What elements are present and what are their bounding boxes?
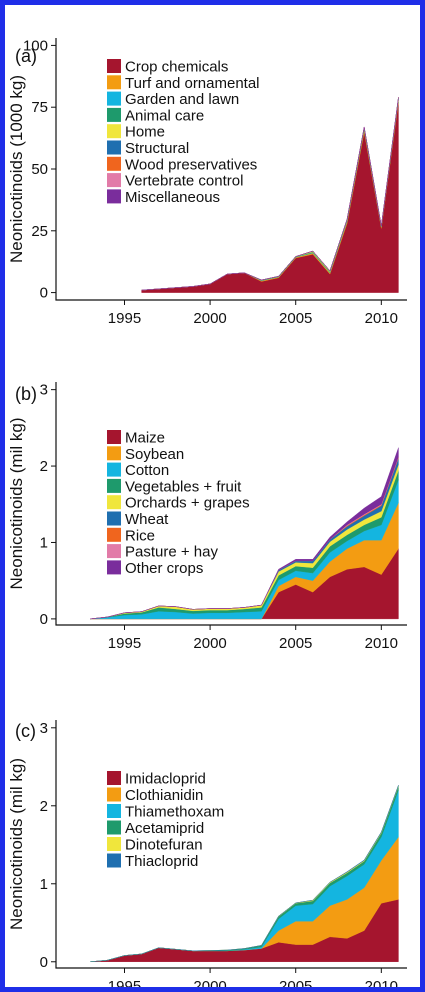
legend-swatch bbox=[107, 804, 121, 818]
legend-swatch bbox=[107, 478, 121, 493]
legend-label: Crop chemicals bbox=[125, 59, 228, 76]
legend-label: Other crops bbox=[125, 560, 203, 577]
y-tick-label: 100 bbox=[23, 37, 48, 54]
chart-panel-3: 0 1 2 3 1995 2000 2005 2010 (c) Neonicotinoids (m… bbox=[7, 720, 407, 992]
y-tick-label: 0 bbox=[40, 954, 48, 971]
chart-panel-2: 0 1 2 3 1995 2000 2005 2010 (b) Neonicotinoids (m… bbox=[7, 382, 407, 652]
x-tick-label: 2010 bbox=[365, 635, 398, 652]
y-axis-title: Neonicotinoids (mil kg) bbox=[7, 418, 26, 590]
y-axis-title: Neonicotinoids (mil kg) bbox=[7, 758, 26, 930]
legend-swatch bbox=[107, 75, 121, 90]
x-tick-label: 2005 bbox=[279, 310, 312, 327]
y-tick-label: 3 bbox=[40, 382, 48, 399]
panel-label: (a) bbox=[15, 46, 37, 66]
legend-label: Clothianidin bbox=[125, 787, 203, 804]
y-tick-label: 0 bbox=[40, 611, 48, 628]
y-axis-title: Neonicotinoids (1000 kg) bbox=[7, 75, 26, 263]
y-tick-label: 50 bbox=[31, 161, 48, 178]
x-tick-label: 2005 bbox=[279, 635, 312, 652]
legend-label: Animal care bbox=[125, 107, 204, 124]
legend-label: Vegetables + fruit bbox=[125, 478, 242, 495]
legend-swatch bbox=[107, 837, 121, 851]
legend-label: Orchards + grapes bbox=[125, 495, 250, 512]
legend-swatch bbox=[107, 787, 121, 802]
area-other-crops bbox=[90, 447, 399, 620]
legend: ImidaclopridClothianidinThiamethoxamAcet… bbox=[107, 771, 224, 870]
legend-label: Maize bbox=[125, 430, 165, 447]
x-tick-label: 2000 bbox=[193, 978, 226, 987]
legend-label: Structural bbox=[125, 140, 189, 157]
legend-swatch bbox=[107, 91, 121, 106]
legend-swatch bbox=[107, 771, 121, 785]
x-tick-label: 2010 bbox=[365, 310, 398, 327]
legend-label: Thiacloprid bbox=[125, 853, 198, 870]
legend-swatch bbox=[107, 59, 121, 73]
x-tick-label: 1995 bbox=[108, 978, 141, 987]
y-tick-label: 3 bbox=[40, 720, 48, 737]
y-tick-label: 2 bbox=[40, 458, 48, 475]
x-tick-label: 2000 bbox=[193, 310, 226, 327]
legend-swatch bbox=[107, 853, 121, 868]
y-tick-label: 1 bbox=[40, 876, 48, 893]
legend-swatch bbox=[107, 124, 121, 139]
legend-label: Imidacloprid bbox=[125, 771, 206, 788]
area-miscellaneous bbox=[141, 97, 399, 291]
x-tick-label: 2000 bbox=[193, 635, 226, 652]
legend-label: Turf and ornamental bbox=[125, 75, 260, 92]
legend-label: Thiamethoxam bbox=[125, 804, 224, 821]
panel-label: (b) bbox=[15, 384, 37, 404]
legend-swatch bbox=[107, 156, 121, 171]
y-tick-label: 75 bbox=[31, 99, 48, 116]
legend-swatch bbox=[107, 430, 121, 444]
legend-label: Soybean bbox=[125, 446, 184, 463]
y-tick-label: 2 bbox=[40, 798, 48, 815]
legend-swatch bbox=[107, 820, 121, 835]
legend-swatch bbox=[107, 189, 121, 204]
panel-label: (c) bbox=[15, 721, 36, 741]
chart-panel-1: 0 25 50 75 100 1995 2000 2005 2010 (a) Neonicotino… bbox=[7, 37, 407, 327]
legend-swatch bbox=[107, 462, 121, 477]
y-tick-label: 1 bbox=[40, 534, 48, 551]
x-tick-label: 1995 bbox=[108, 635, 141, 652]
legend-swatch bbox=[107, 173, 121, 188]
y-tick-label: 25 bbox=[31, 223, 48, 240]
area-thiacloprid bbox=[90, 785, 399, 962]
x-tick-label: 2010 bbox=[365, 978, 398, 987]
legend-swatch bbox=[107, 446, 121, 461]
legend-label: Wheat bbox=[125, 511, 169, 528]
legend-label: Dinotefuran bbox=[125, 837, 203, 854]
legend-label: Wood preservatives bbox=[125, 156, 257, 173]
legend-label: Rice bbox=[125, 527, 155, 544]
legend-swatch bbox=[107, 140, 121, 155]
legend-swatch bbox=[107, 544, 121, 559]
legend-label: Pasture + hay bbox=[125, 544, 218, 561]
x-tick-label: 1995 bbox=[108, 310, 141, 327]
legend-label: Miscellaneous bbox=[125, 189, 220, 206]
legend-swatch bbox=[107, 511, 121, 526]
legend-label: Cotton bbox=[125, 462, 169, 479]
legend-label: Acetamiprid bbox=[125, 820, 204, 837]
legend-swatch bbox=[107, 527, 121, 542]
legend-swatch bbox=[107, 560, 121, 575]
legend-label: Vertebrate control bbox=[125, 173, 243, 190]
legend-swatch bbox=[107, 495, 121, 510]
legend-label: Garden and lawn bbox=[125, 91, 239, 108]
x-tick-label: 2005 bbox=[279, 978, 312, 987]
y-tick-label: 0 bbox=[40, 285, 48, 302]
legend-swatch bbox=[107, 107, 121, 122]
legend-label: Home bbox=[125, 124, 165, 141]
